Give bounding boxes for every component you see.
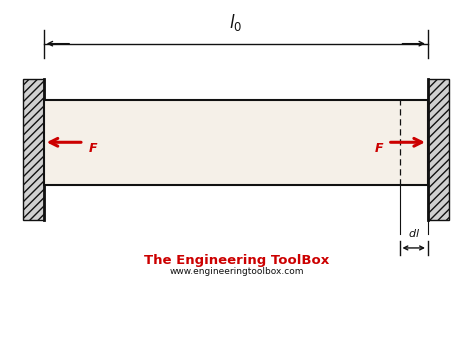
Text: The Engineering ToolBox: The Engineering ToolBox xyxy=(145,254,329,267)
Text: $dl$: $dl$ xyxy=(408,227,420,239)
Bar xyxy=(428,79,449,220)
Bar xyxy=(23,79,44,220)
Text: $l_0$: $l_0$ xyxy=(229,12,242,33)
Text: www.engineeringtoolbox.com: www.engineeringtoolbox.com xyxy=(170,267,304,276)
Bar xyxy=(44,100,428,185)
Text: F: F xyxy=(374,142,383,155)
Text: F: F xyxy=(89,142,97,155)
